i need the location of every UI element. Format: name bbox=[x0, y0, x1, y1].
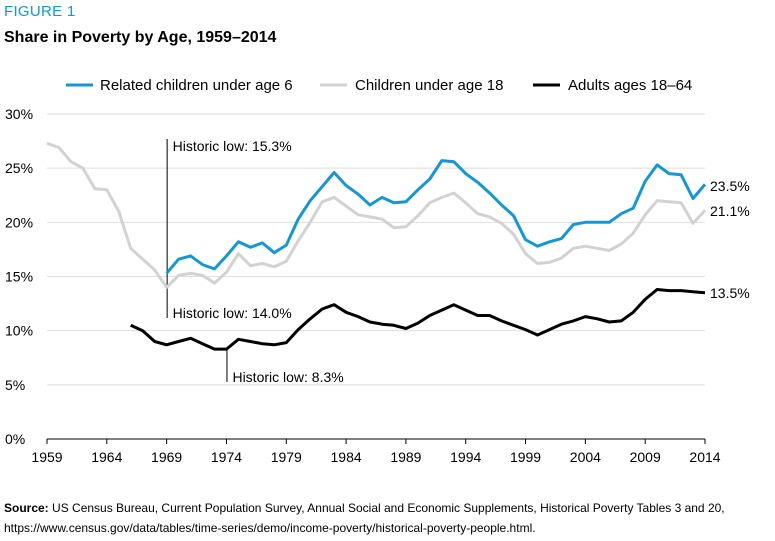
series-line-2 bbox=[130, 288, 706, 351]
x-tick-label: 1979 bbox=[271, 449, 302, 465]
x-tick-label: 1964 bbox=[91, 449, 122, 465]
y-tick-label: 15% bbox=[5, 269, 33, 285]
y-tick-label: 25% bbox=[5, 160, 33, 176]
end-value-label: 13.5% bbox=[710, 285, 750, 301]
x-tick-label: 1994 bbox=[450, 449, 481, 465]
end-value-label: 23.5% bbox=[710, 178, 750, 194]
x-tick-label: 1984 bbox=[331, 449, 362, 465]
annotation-label: Historic low: 8.3% bbox=[232, 369, 343, 385]
y-tick-label: 10% bbox=[5, 323, 33, 339]
y-tick-label: 5% bbox=[5, 377, 25, 393]
y-tick-label: 20% bbox=[5, 214, 33, 230]
chart: 0% 5% 10% 15% 20% 25% 30% 1959 1964 1969 1974 1979 1… bbox=[5, 77, 750, 465]
y-tick-label: 30% bbox=[5, 106, 33, 122]
x-tick-label: 1999 bbox=[510, 449, 541, 465]
source-label: Source: bbox=[4, 501, 49, 515]
x-tick-label: 1974 bbox=[211, 449, 242, 465]
legend-label: Adults ages 18–64 bbox=[568, 77, 692, 94]
legend-label: Related children under age 6 bbox=[100, 77, 293, 94]
x-tick-label: 2009 bbox=[630, 449, 661, 465]
annotation-label: Historic low: 15.3% bbox=[173, 138, 292, 154]
chart-title: Share in Poverty by Age, 1959–2014 bbox=[4, 29, 277, 46]
source-url: https://www.census.gov/data/tables/time-… bbox=[4, 521, 536, 535]
x-tick-label: 2004 bbox=[570, 449, 601, 465]
y-tick-label: 0% bbox=[5, 431, 25, 447]
end-value-label: 21.1% bbox=[710, 203, 750, 219]
source-text: US Census Bureau, Current Population Sur… bbox=[52, 501, 725, 515]
series-line-0 bbox=[165, 159, 707, 275]
x-tick-label: 2014 bbox=[689, 449, 720, 465]
figure-label: FIGURE 1 bbox=[4, 3, 76, 20]
x-tick-label: 1969 bbox=[151, 449, 182, 465]
x-tick-label: 1989 bbox=[390, 449, 421, 465]
legend-label: Children under age 18 bbox=[355, 77, 503, 94]
x-tick-label: 1959 bbox=[31, 449, 62, 465]
series-line-1 bbox=[46, 141, 707, 289]
annotation-label: Historic low: 14.0% bbox=[173, 305, 292, 321]
source-note: Source: US Census Bureau, Current Popula… bbox=[4, 498, 772, 538]
